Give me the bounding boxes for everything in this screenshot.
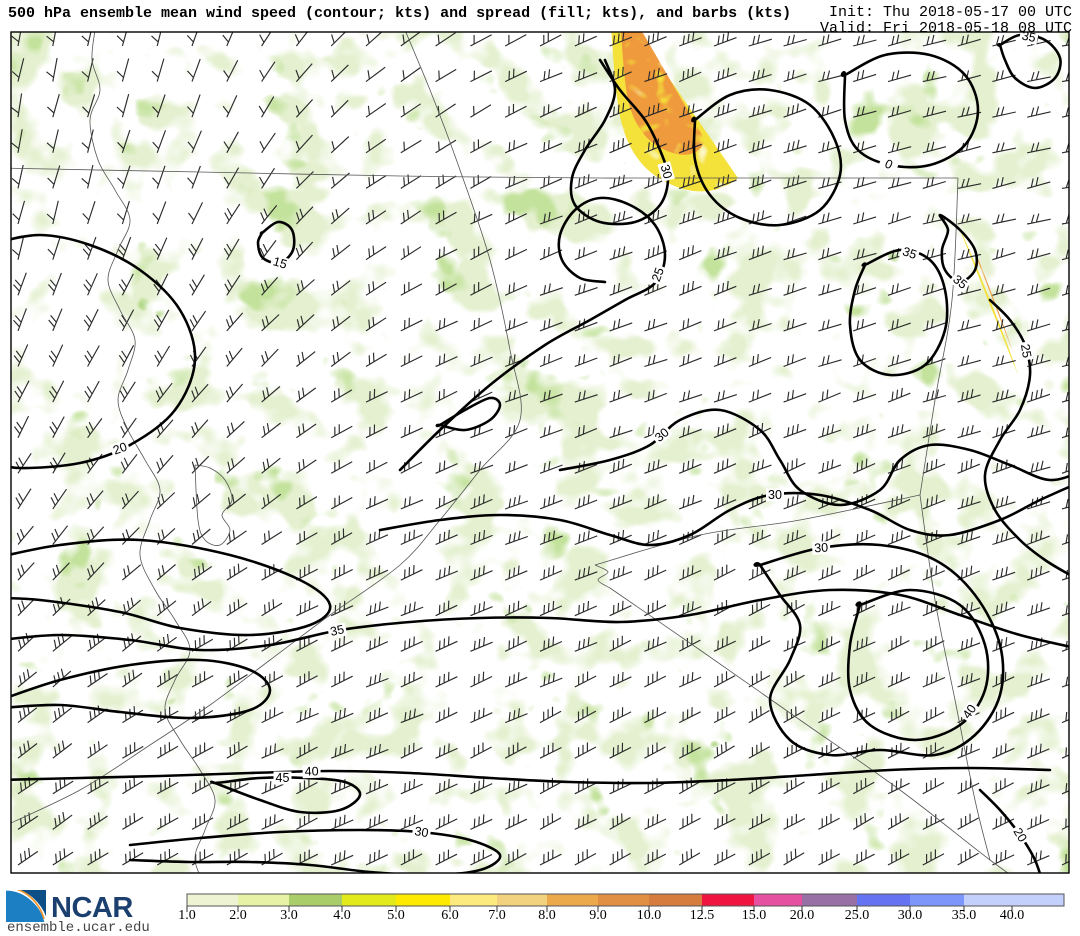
svg-text:30: 30: [814, 541, 829, 556]
svg-text:25: 25: [1018, 343, 1034, 359]
svg-text:45: 45: [276, 771, 290, 785]
svg-text:40: 40: [304, 764, 318, 778]
svg-text:35: 35: [329, 622, 346, 639]
svg-text:30: 30: [414, 824, 430, 840]
svg-text:30: 30: [768, 488, 782, 502]
